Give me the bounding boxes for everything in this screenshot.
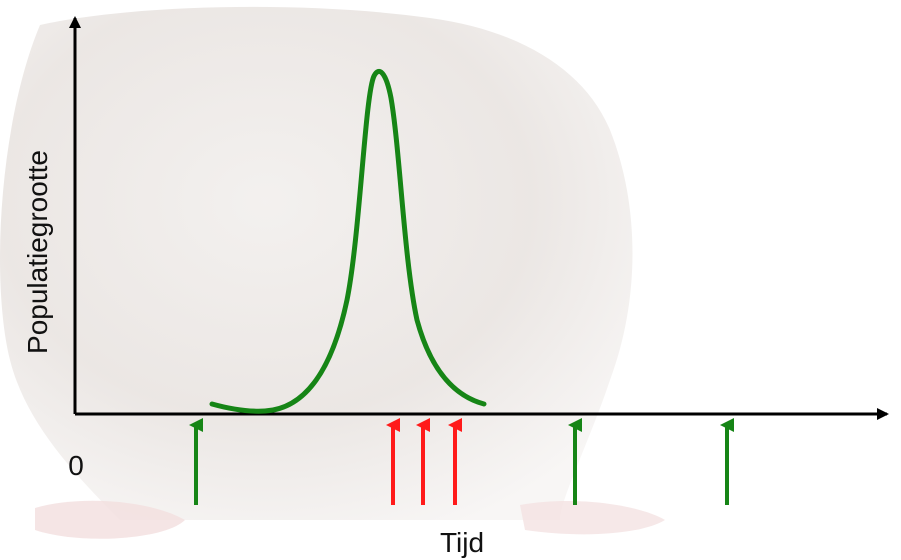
background-foot-shape	[35, 500, 185, 539]
y-axis-label: Populatiegrootte	[22, 150, 53, 354]
x-axis-label: Tijd	[440, 527, 484, 558]
population-curve	[209, 69, 487, 414]
background-body-shape	[0, 6, 633, 521]
origin-label: 0	[68, 450, 84, 481]
background-paw-shape	[520, 500, 665, 535]
